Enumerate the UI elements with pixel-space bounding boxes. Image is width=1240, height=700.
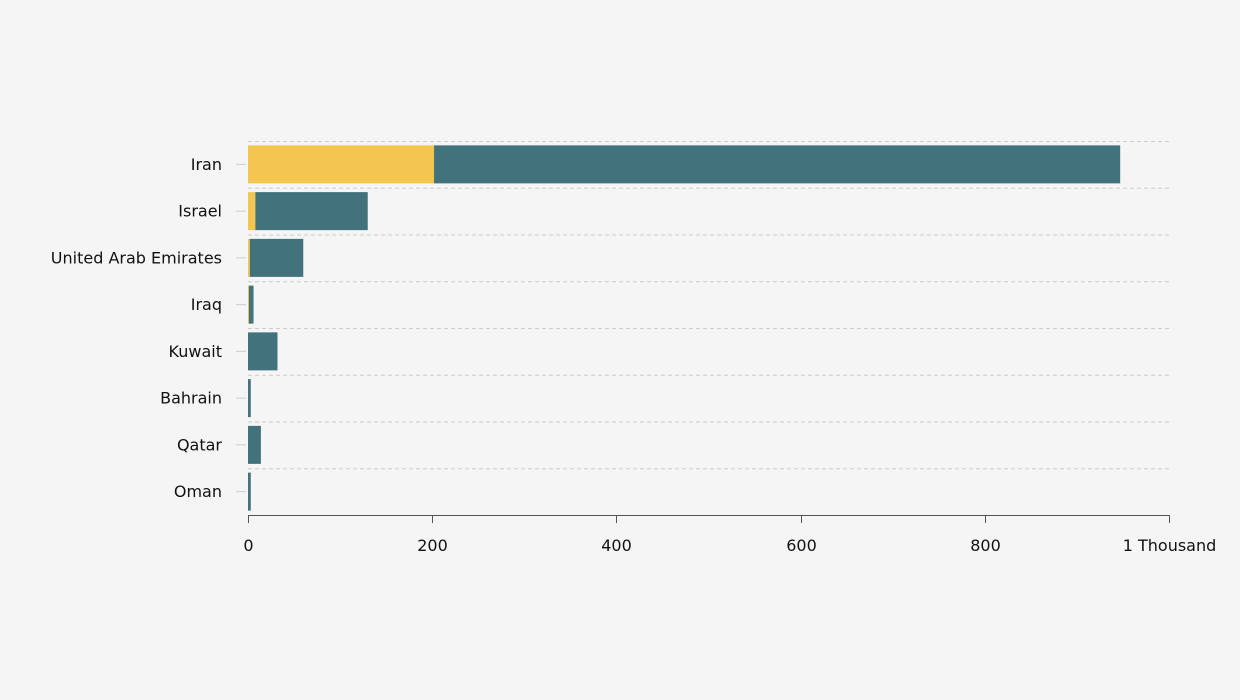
bar-segment bbox=[248, 285, 254, 324]
y-tick-label: Bahrain bbox=[160, 389, 222, 408]
x-tick-label: 1 Thousand bbox=[1123, 536, 1217, 555]
bar-segment bbox=[249, 238, 304, 277]
x-axis: 0 200 400 600 800 1 Thousand bbox=[243, 515, 1216, 555]
bar-segment bbox=[248, 472, 251, 511]
x-tick-label: 200 bbox=[417, 536, 448, 555]
x-tick-label: 400 bbox=[601, 536, 632, 555]
gridlines bbox=[248, 141, 1169, 470]
bar-segment bbox=[248, 145, 435, 184]
bars bbox=[248, 145, 1121, 511]
bar-segment bbox=[248, 192, 256, 231]
y-tick-label: Oman bbox=[174, 482, 222, 501]
bar-segment bbox=[248, 238, 250, 277]
bar-segment bbox=[248, 379, 251, 418]
x-tick-label: 0 bbox=[243, 536, 253, 555]
x-tick-label: 600 bbox=[786, 536, 817, 555]
y-tick-label: Qatar bbox=[177, 435, 222, 454]
bar-segment bbox=[255, 192, 368, 231]
y-tick-label: United Arab Emirates bbox=[51, 248, 222, 267]
y-tick-label: Iraq bbox=[191, 295, 222, 314]
y-tick-label: Kuwait bbox=[169, 342, 222, 361]
y-tick-label: Israel bbox=[178, 202, 222, 221]
bar-segment bbox=[434, 145, 1121, 184]
y-tick-label: Iran bbox=[191, 155, 222, 174]
y-axis-labels: Iran Israel United Arab Emirates Iraq Kuwait… bbox=[51, 155, 246, 501]
x-tick-label: 800 bbox=[970, 536, 1001, 555]
bar-segment bbox=[248, 285, 249, 324]
bar-segment bbox=[248, 332, 278, 371]
bar-segment bbox=[248, 425, 261, 464]
